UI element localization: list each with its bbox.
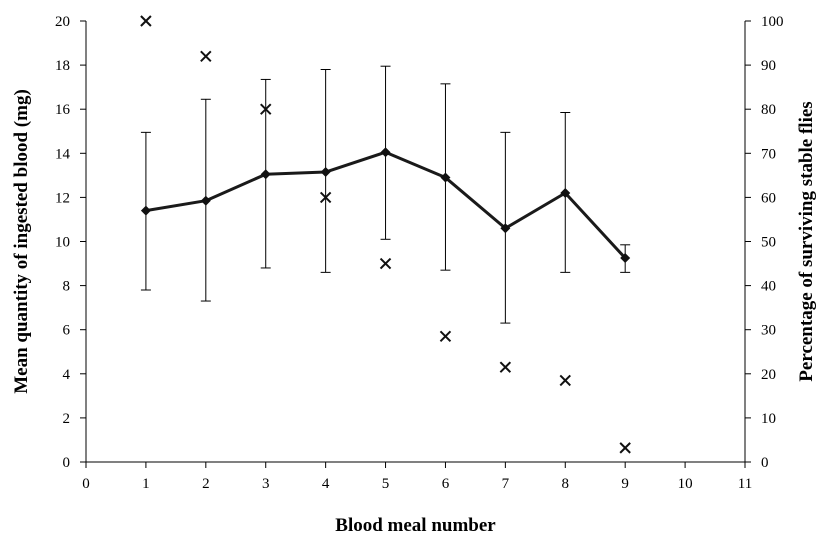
cross-marker (200, 50, 212, 62)
cross-stroke (499, 361, 512, 373)
y-axis-left-title: Mean quantity of ingested blood (mg) (11, 89, 32, 394)
x-tick-label: 10 (678, 476, 693, 492)
y-right-tick-label: 100 (761, 14, 784, 30)
diamond-marker (620, 253, 631, 264)
x-tick-label: 11 (738, 476, 752, 492)
y-left-tick-label: 2 (63, 411, 71, 427)
diamond-marker (320, 167, 331, 178)
cross-marker (619, 442, 631, 454)
y-right-tick-label: 20 (761, 367, 776, 383)
cross-marker (379, 257, 392, 270)
y-left-tick-label: 10 (55, 235, 70, 251)
x-tick-label: 7 (502, 476, 510, 492)
y-right-tick-label: 60 (761, 190, 776, 206)
series-surviving-flies (140, 15, 631, 454)
x-tick-label: 1 (142, 476, 150, 492)
y-right-tick-label: 50 (761, 235, 776, 251)
y-left-tick-label: 8 (63, 279, 71, 295)
y-right-tick-label: 40 (761, 279, 776, 295)
cross-stroke (140, 15, 152, 27)
diamond-marker (200, 195, 211, 206)
y-right-tick-label: 10 (761, 411, 776, 427)
y-left-tick-label: 12 (55, 190, 70, 206)
y-left-tick-label: 14 (55, 146, 71, 162)
cross-marker (260, 103, 272, 115)
x-tick-label: 3 (262, 476, 270, 492)
cross-stroke (619, 442, 631, 454)
y-left-tick-label: 20 (55, 14, 70, 30)
y-right-tick-label: 90 (761, 58, 776, 74)
cross-stroke (379, 257, 392, 270)
y-right-tick-label: 0 (761, 455, 769, 471)
x-tick-label: 8 (562, 476, 570, 492)
axes (85, 21, 746, 463)
diamond-marker (140, 205, 151, 216)
y-left-tick-label: 16 (55, 102, 71, 118)
cross-marker (439, 330, 452, 343)
y-axis-right-title: Percentage of surviving stable flies (796, 101, 817, 381)
diamond-marker (560, 187, 571, 198)
cross-stroke (319, 191, 332, 204)
cross-stroke (200, 50, 212, 62)
y-left-tick-label: 0 (63, 455, 71, 471)
cross-marker (499, 361, 512, 373)
y-left-tick-label: 4 (63, 367, 71, 383)
x-tick-label: 0 (82, 476, 90, 492)
x-tick-label: 4 (322, 476, 330, 492)
cross-marker (559, 374, 571, 387)
y-left-tick-label: 18 (55, 58, 70, 74)
cross-marker (319, 191, 332, 204)
diamond-marker (440, 172, 451, 183)
diamond-marker (260, 169, 271, 180)
y-right-tick-label: 80 (761, 102, 776, 118)
ticks: 0 1 2 3 4 5 6 7 8 9 10 1102468101214161820010203040… (55, 14, 784, 492)
error-bars (140, 65, 631, 324)
y-right-tick-label: 30 (761, 323, 776, 339)
x-tick-label: 9 (621, 476, 629, 492)
series-ingested-blood (140, 147, 631, 264)
diamond-marker (380, 147, 391, 158)
cross-stroke (260, 103, 272, 115)
cross-stroke (439, 330, 452, 343)
y-left-tick-label: 6 (63, 323, 71, 339)
y-right-tick-label: 70 (761, 146, 776, 162)
x-tick-label: 6 (442, 476, 450, 492)
x-tick-label: 5 (382, 476, 390, 492)
diamond-marker (500, 223, 511, 234)
cross-stroke (559, 374, 571, 387)
x-tick-label: 2 (202, 476, 210, 492)
x-axis-title: Blood meal number (335, 515, 496, 535)
cross-marker (140, 15, 152, 27)
